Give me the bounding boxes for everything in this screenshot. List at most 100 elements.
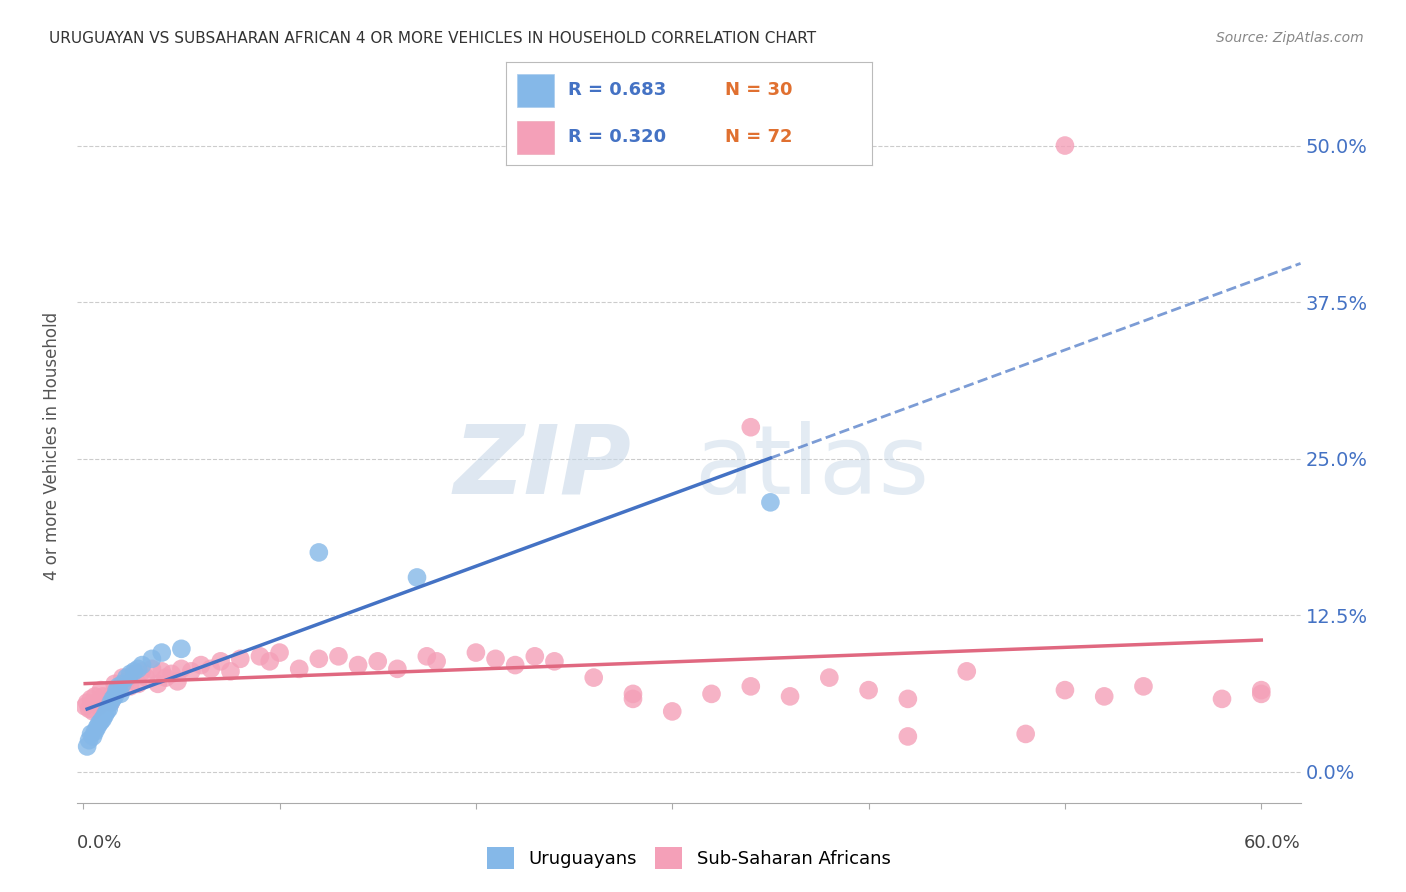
Point: [115, 671, 138, 685]
Text: 60.0%: 60.0%: [1244, 834, 1301, 852]
Point: [858, 683, 880, 698]
Point: [956, 665, 979, 679]
Point: [122, 665, 145, 679]
Y-axis label: 4 or more Vehicles in Household: 4 or more Vehicles in Household: [44, 312, 62, 580]
Point: [1132, 679, 1154, 693]
Point: [122, 666, 145, 681]
Point: [86, 721, 108, 735]
Point: [1014, 727, 1036, 741]
Point: [464, 646, 486, 660]
Point: [131, 665, 153, 679]
Point: [146, 677, 169, 691]
Point: [135, 671, 157, 685]
Point: [94, 708, 117, 723]
Point: [82, 730, 104, 744]
Bar: [517, 74, 554, 106]
Point: [308, 652, 330, 666]
Text: atlas: atlas: [693, 421, 929, 514]
Point: [160, 666, 183, 681]
Point: [166, 674, 188, 689]
Point: [367, 654, 389, 668]
Point: [84, 724, 107, 739]
Text: N = 72: N = 72: [725, 128, 793, 146]
Point: [111, 671, 134, 685]
Point: [700, 687, 723, 701]
Point: [406, 570, 429, 584]
Point: [180, 665, 202, 679]
Point: [91, 712, 114, 726]
Point: [115, 674, 138, 689]
Point: [141, 652, 163, 666]
Point: [543, 654, 565, 668]
Point: [97, 702, 120, 716]
Point: [75, 699, 97, 714]
Point: [96, 705, 118, 719]
Text: 0.0%: 0.0%: [77, 834, 122, 852]
Bar: [517, 121, 554, 153]
Point: [1250, 687, 1272, 701]
Point: [387, 662, 409, 676]
Point: [120, 666, 142, 681]
Point: [76, 696, 98, 710]
Point: [170, 662, 193, 676]
Point: [1053, 683, 1076, 698]
Text: R = 0.320: R = 0.320: [568, 128, 666, 146]
Point: [190, 658, 212, 673]
Text: Source: ZipAtlas.com: Source: ZipAtlas.com: [1216, 31, 1364, 45]
Point: [1211, 692, 1233, 706]
Point: [101, 687, 124, 701]
Point: [426, 654, 449, 668]
Point: [111, 677, 134, 691]
Point: [100, 696, 122, 710]
Point: [105, 683, 128, 698]
Point: [347, 658, 370, 673]
Point: [1053, 138, 1076, 153]
Point: [155, 671, 177, 685]
Point: [96, 692, 118, 706]
Point: [897, 692, 920, 706]
Point: [107, 683, 129, 698]
Point: [503, 658, 526, 673]
Point: [120, 679, 142, 693]
Point: [219, 665, 242, 679]
Point: [91, 690, 114, 704]
Point: [818, 671, 841, 685]
Point: [288, 662, 311, 676]
Point: [77, 702, 100, 716]
Point: [200, 662, 222, 676]
Point: [127, 662, 149, 676]
Legend: Uruguayans, Sub-Saharan Africans: Uruguayans, Sub-Saharan Africans: [479, 839, 898, 876]
Point: [131, 658, 153, 673]
Point: [621, 692, 644, 706]
Point: [127, 677, 149, 691]
Point: [110, 687, 132, 701]
Point: [740, 420, 762, 434]
Point: [661, 705, 683, 719]
Point: [87, 717, 110, 731]
Text: URUGUAYAN VS SUBSAHARAN AFRICAN 4 OR MORE VEHICLES IN HOUSEHOLD CORRELATION CHAR: URUGUAYAN VS SUBSAHARAN AFRICAN 4 OR MOR…: [49, 31, 817, 46]
Point: [90, 683, 112, 698]
Point: [740, 679, 762, 693]
Point: [107, 679, 129, 693]
Text: R = 0.683: R = 0.683: [568, 81, 666, 99]
Point: [86, 696, 108, 710]
Point: [84, 690, 107, 704]
Point: [104, 677, 127, 691]
Point: [80, 692, 103, 706]
Point: [170, 641, 193, 656]
Point: [209, 654, 232, 668]
Text: N = 30: N = 30: [725, 81, 793, 99]
Point: [150, 665, 173, 679]
Point: [90, 714, 112, 729]
Point: [141, 662, 163, 676]
Point: [82, 705, 104, 719]
Point: [621, 687, 644, 701]
Point: [759, 495, 782, 509]
Point: [416, 649, 439, 664]
Point: [328, 649, 350, 664]
Point: [269, 646, 291, 660]
Point: [582, 671, 605, 685]
Point: [484, 652, 506, 666]
Point: [897, 730, 920, 744]
Point: [523, 649, 546, 664]
